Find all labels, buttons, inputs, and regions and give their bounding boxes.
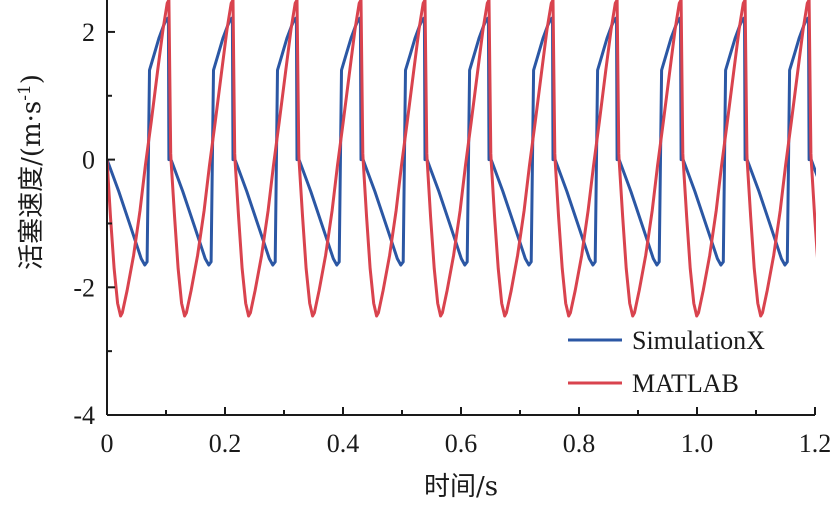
legend: SimulationX MATLAB: [568, 326, 765, 398]
x-axis-title: 时间/s: [424, 472, 498, 502]
x-tick-label: 0.4: [327, 429, 360, 458]
x-tick-label: 0.6: [445, 429, 478, 458]
ticks: 0 0.2 0.4 0.6 0.8 1.0 1.2 -4 -2 0 2: [73, 18, 831, 458]
x-tick-label: 0.2: [209, 429, 242, 458]
y-tick-label: 2: [82, 18, 95, 47]
x-tick-label: 0: [101, 429, 114, 458]
legend-label-simulationx: SimulationX: [632, 326, 765, 355]
y-axis-title-superscript: -1: [15, 84, 35, 101]
y-tick-label: -4: [73, 401, 95, 430]
x-tick-label: 1.2: [799, 429, 832, 458]
x-tick-label: 0.8: [563, 429, 596, 458]
y-tick-label: -2: [73, 273, 95, 302]
legend-label-matlab: MATLAB: [632, 369, 739, 398]
plot-lines: [107, 0, 816, 318]
series-line-matlab: [107, 0, 816, 318]
series-line-simulationx: [107, 16, 816, 267]
y-axis-title-close: ): [17, 74, 47, 84]
y-tick-label: 0: [82, 146, 95, 175]
y-axis-title-main: 活塞速度/(m·s: [17, 101, 47, 270]
y-axis-title: 活塞速度/(m·s-1): [15, 74, 47, 270]
x-tick-label: 1.0: [681, 429, 714, 458]
